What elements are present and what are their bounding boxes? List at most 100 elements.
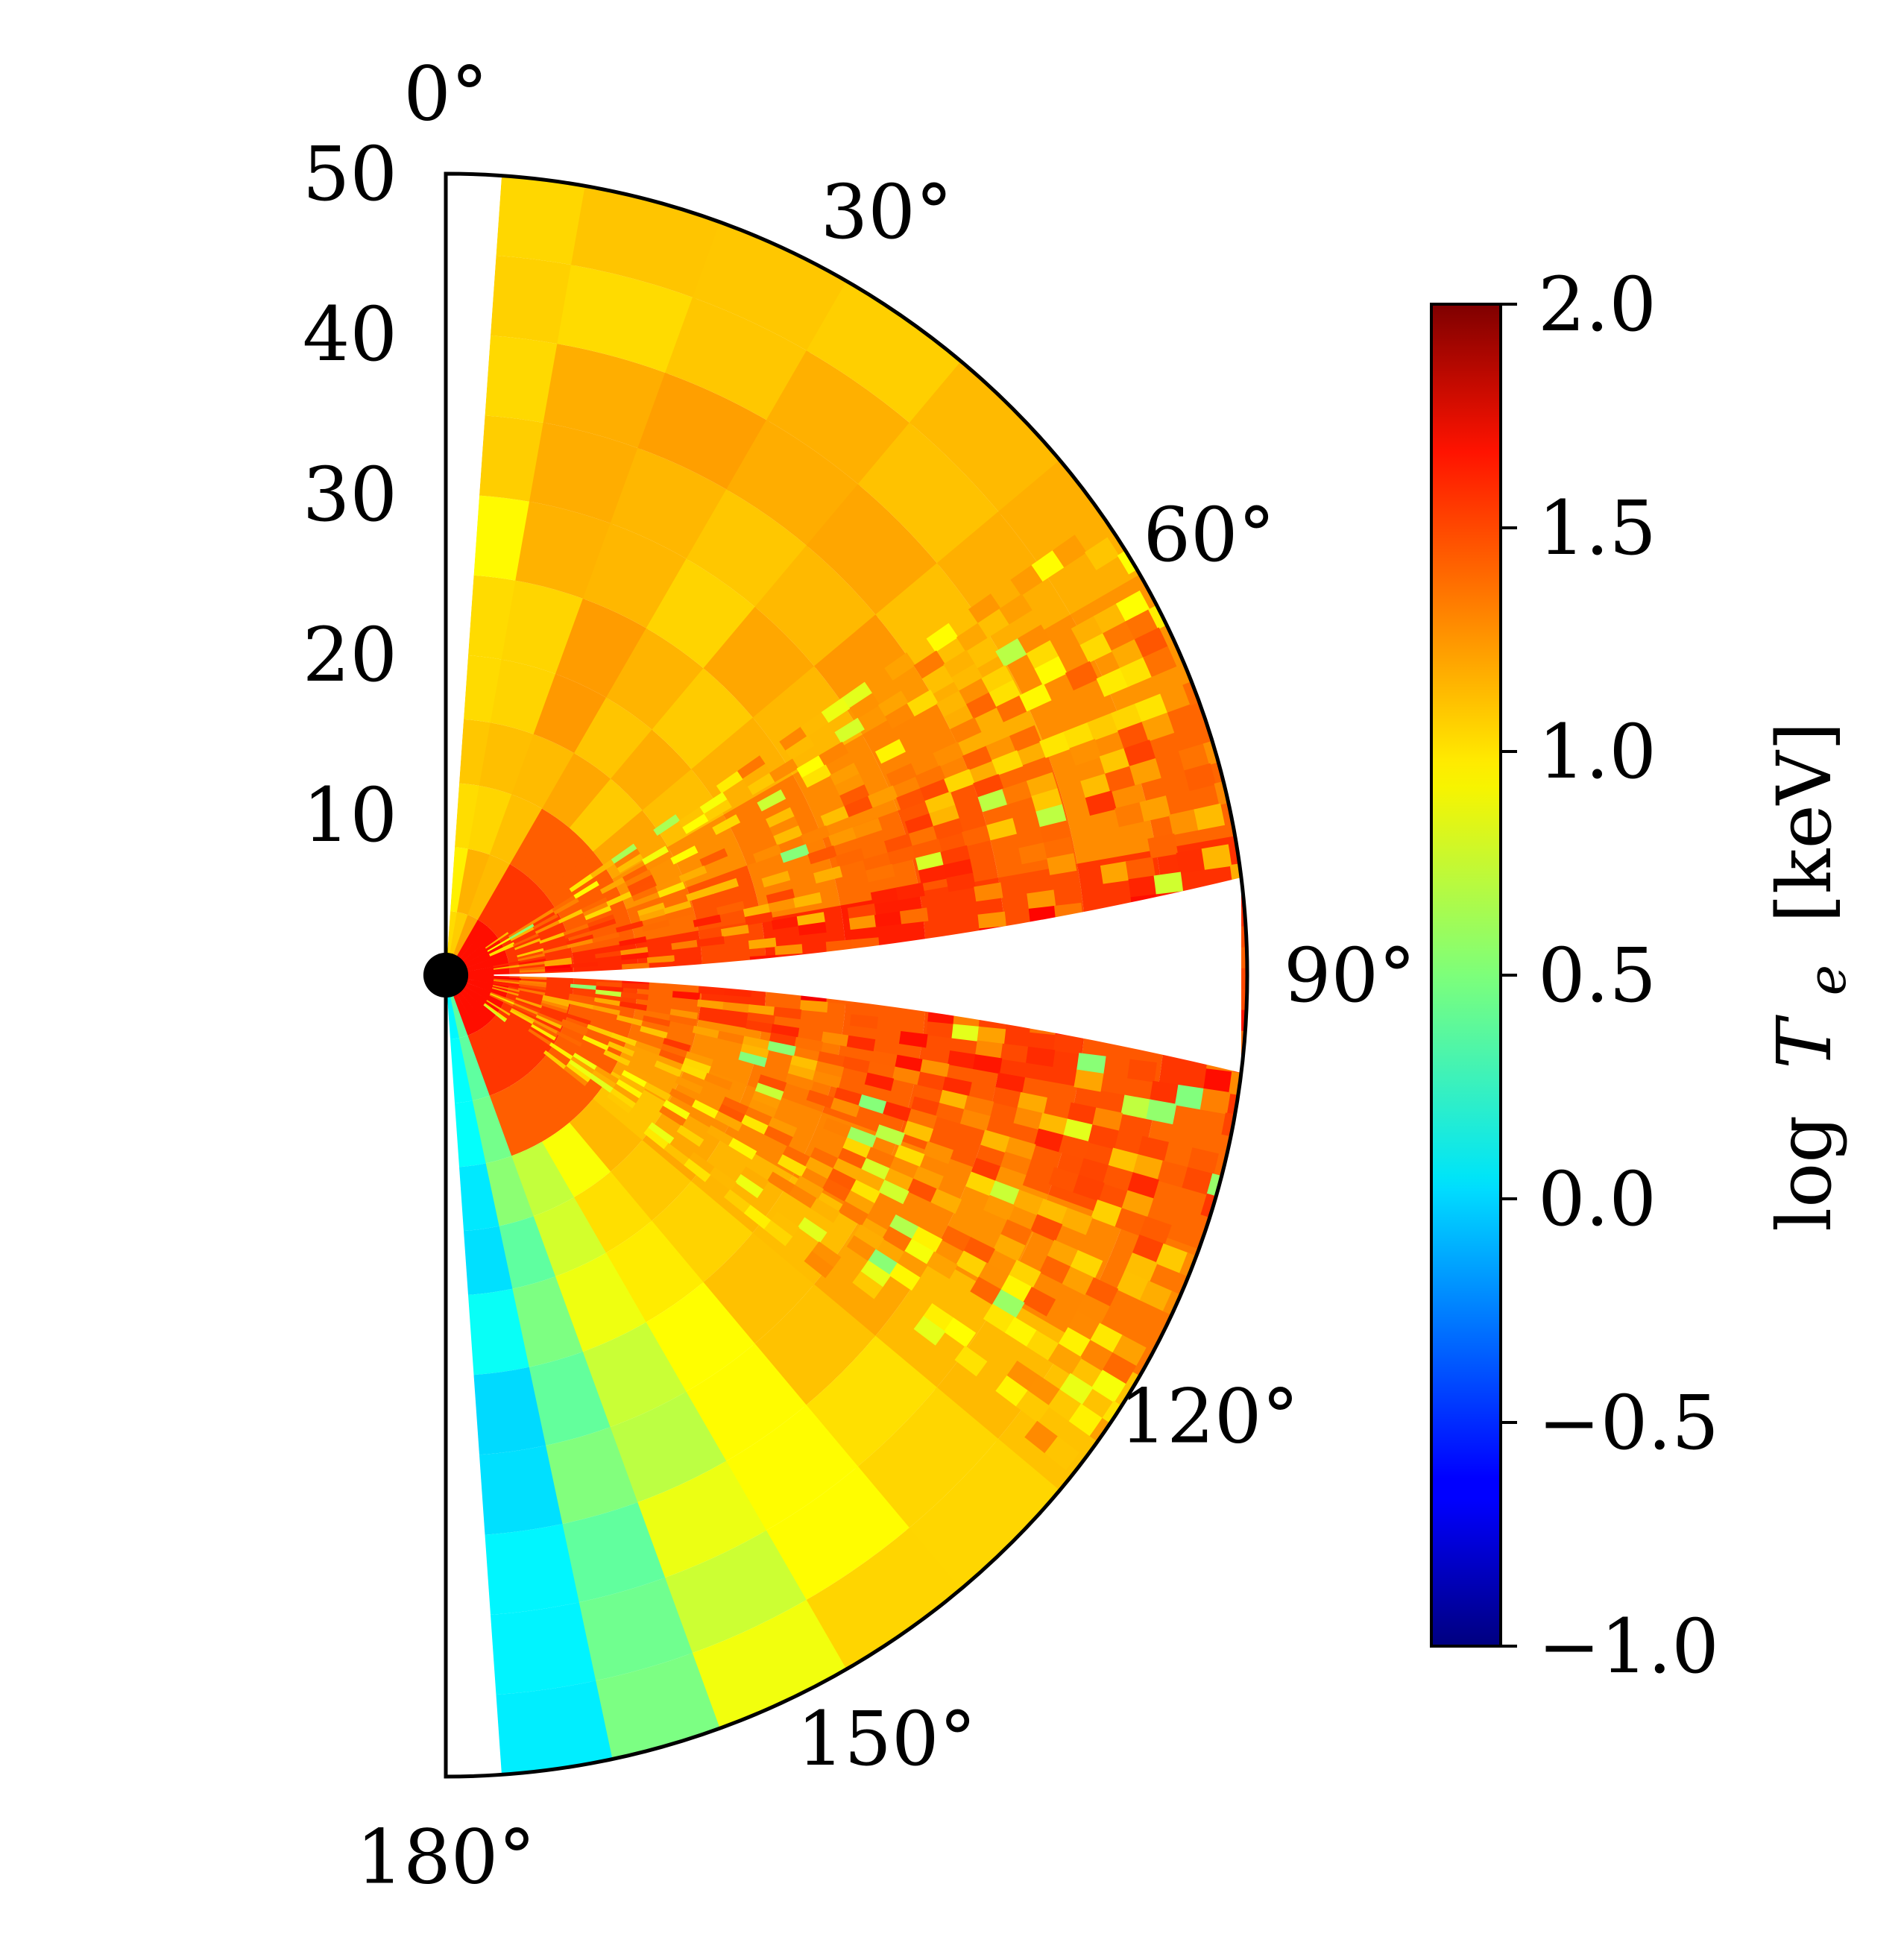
noise-cell (1008, 1259, 1041, 1289)
noise-cell (641, 919, 670, 932)
noise-cell (518, 958, 546, 965)
noise-cell (511, 1008, 537, 1023)
noise-cell (564, 927, 592, 939)
noise-cell (771, 916, 800, 930)
band-cell (462, 1226, 513, 1296)
noise-cell (1026, 1330, 1060, 1361)
band-cell (482, 1524, 579, 1616)
colorbar-ticks: −1.0 −0.5 0.0 0.5 1.0 1.5 2.0 (1501, 261, 1719, 1690)
band-cell (543, 1427, 638, 1525)
band-cell (691, 717, 794, 816)
noise-cell (784, 1073, 814, 1091)
noise-cell (995, 1375, 1030, 1408)
band-cell (936, 511, 1073, 658)
noise-cell (718, 1103, 747, 1124)
noise-cell (1047, 1343, 1082, 1376)
noise-cell (848, 914, 878, 930)
band-cell (509, 1073, 570, 1143)
noise-cell (885, 702, 916, 729)
noise-cell (839, 784, 870, 807)
noise-cell (933, 818, 964, 840)
noise-cell (1035, 804, 1067, 828)
band-cell (572, 942, 638, 977)
noise-cell (483, 1003, 506, 1023)
noise-cell (913, 1315, 946, 1346)
noise-cell (544, 957, 572, 965)
band-cell (532, 1197, 606, 1277)
noise-cell (983, 1194, 1015, 1221)
noise-cell (743, 1204, 772, 1231)
noise-cell (621, 1070, 649, 1088)
band-cell (458, 1035, 490, 1101)
noise-cell (1036, 1198, 1069, 1226)
noise-cell (1116, 1270, 1150, 1301)
noise-cell (704, 1073, 733, 1091)
noise-cell (844, 1190, 875, 1215)
plot-area (446, 174, 1247, 1777)
noise-cell (860, 1158, 892, 1182)
noise-cell (995, 1072, 1026, 1094)
band-cell (479, 415, 546, 502)
empty-wedge-bottom (446, 975, 503, 1777)
noise-cell (1043, 836, 1074, 860)
noise-cell (926, 1021, 955, 1039)
band-cell (492, 1680, 613, 1775)
noise-cell (922, 1303, 955, 1333)
noise-cell (710, 877, 739, 895)
noise-cell (972, 1054, 1003, 1074)
noise-cell (1115, 590, 1150, 623)
noise-cell (616, 1079, 643, 1099)
noise-cell (896, 787, 927, 810)
noise-cell (959, 1109, 991, 1132)
noise-cell (537, 1012, 564, 1026)
noise-cell (519, 980, 547, 986)
noise-cell (1047, 1239, 1079, 1269)
noise-cell (1074, 1069, 1104, 1092)
noise-cell (889, 1262, 921, 1291)
noise-cell (884, 652, 916, 681)
noise-cell (596, 986, 624, 993)
noise-cell (581, 897, 608, 913)
noise-cell (518, 984, 546, 991)
colorbar-tick-label: −0.5 (1538, 1379, 1719, 1466)
band-cell (478, 864, 529, 927)
noise-cell (801, 764, 832, 788)
noise-cell (485, 932, 509, 949)
noise-cell (573, 1053, 599, 1071)
noise-cell (978, 1262, 1011, 1291)
noise-cell (796, 912, 825, 927)
noise-cell (1115, 1208, 1148, 1237)
noise-cell (561, 1018, 589, 1033)
noise-cell (661, 1043, 690, 1059)
band-cell (684, 1343, 807, 1463)
noise-cell (817, 1051, 847, 1068)
noise-cell (1103, 1165, 1135, 1192)
noise-cell (907, 1108, 938, 1130)
noise-cell (642, 1015, 671, 1027)
theta-tick-label: 0° (403, 51, 488, 138)
noise-cell (1039, 731, 1071, 758)
noise-cell (965, 1171, 997, 1197)
noise-cell (765, 807, 795, 828)
noise-cell (1127, 1059, 1157, 1083)
noise-cell (821, 696, 851, 723)
noise-cell (1174, 1084, 1205, 1110)
noise-cell (1030, 1214, 1063, 1242)
noise-cell (622, 863, 649, 883)
noise-cell (913, 650, 945, 679)
noise-cell (904, 813, 936, 835)
noise-cell (992, 750, 1024, 776)
noise-cell (852, 1271, 883, 1299)
noise-cell (847, 903, 877, 919)
band-cell (571, 186, 724, 299)
band-cell (471, 1367, 546, 1455)
noise-cell (1063, 1118, 1094, 1143)
noise-cell (654, 1060, 682, 1077)
noise-cell (669, 1009, 699, 1020)
noise-cell (846, 1235, 877, 1262)
noise-cell (1017, 624, 1051, 655)
noise-cell (492, 984, 520, 992)
noise-cell (619, 936, 647, 947)
noise-cell (611, 843, 637, 864)
noise-cell (830, 1097, 860, 1118)
